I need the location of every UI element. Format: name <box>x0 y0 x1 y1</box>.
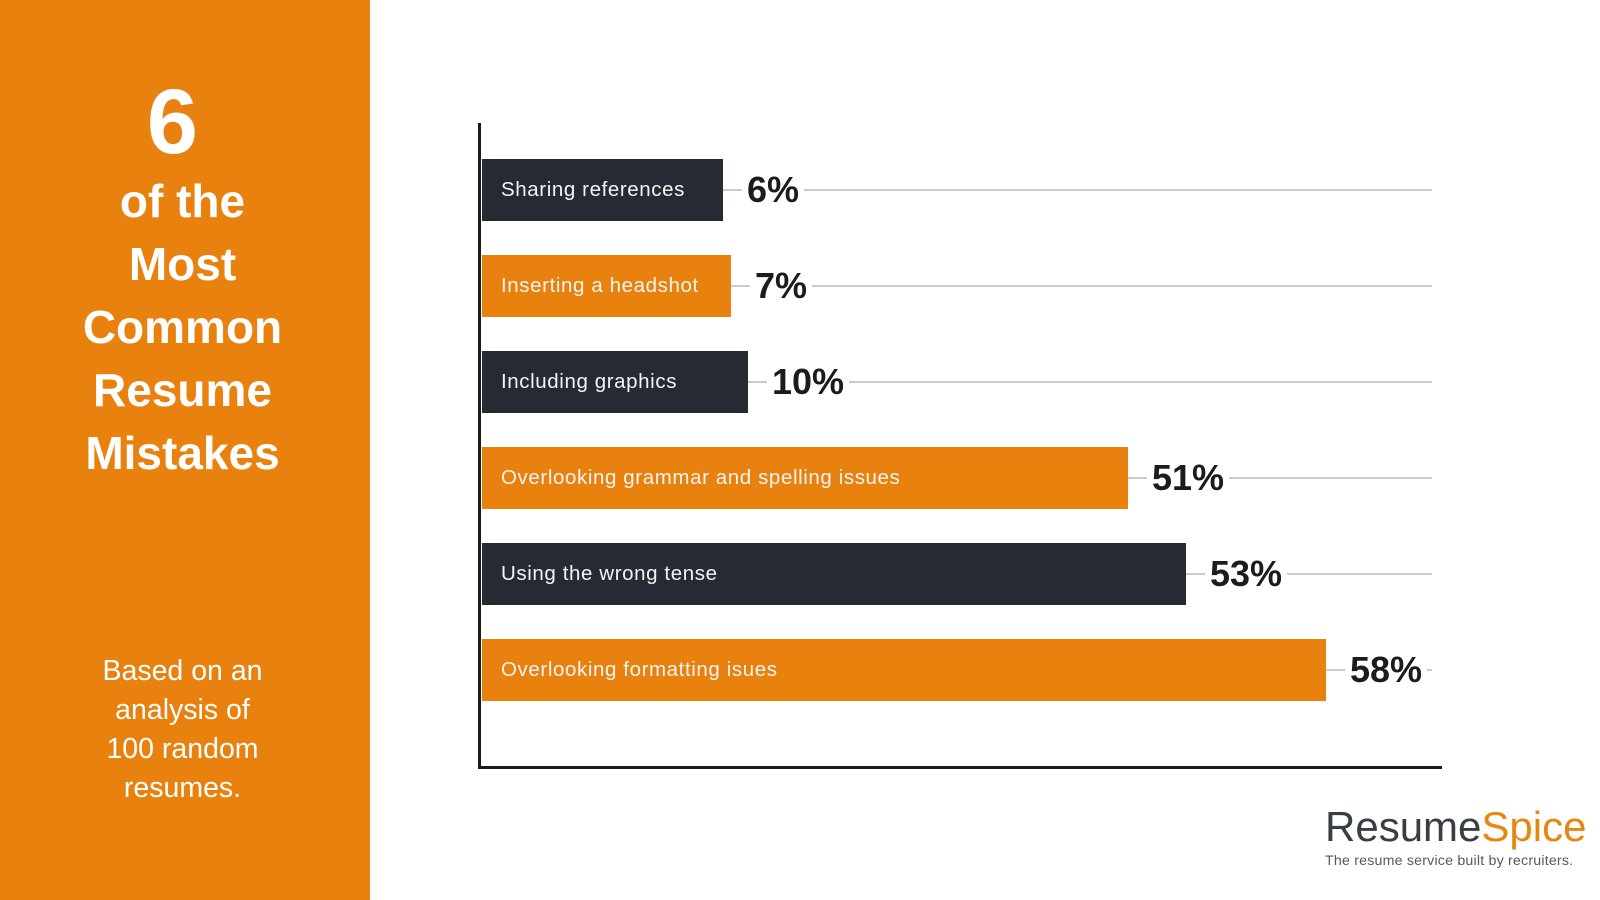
bar-category-label: Using the wrong tense <box>501 562 718 585</box>
y-axis-line <box>478 123 481 769</box>
sidebar-big-number: 6 <box>146 71 199 173</box>
bar-category-label: Sharing references <box>501 178 686 201</box>
gridline <box>482 381 1432 383</box>
x-axis-line <box>478 766 1442 769</box>
bar-value-label: 51% <box>1147 447 1230 509</box>
brand-logo: ResumeSpice The resume service built by … <box>1325 806 1586 870</box>
chart-bar: Overlooking formatting isues <box>482 639 1326 701</box>
brand-tagline: The resume service built by recruiters. <box>1325 853 1574 869</box>
brand-wordmark-orange: Spice <box>1481 803 1587 850</box>
chart-bar: Overlooking grammar and spelling issues <box>482 447 1128 509</box>
chart-bar: Inserting a headshot <box>482 255 731 317</box>
bar-category-label: Including graphics <box>501 370 678 393</box>
bar-category-label: Overlooking formatting isues <box>501 658 778 681</box>
gridline <box>482 285 1432 287</box>
bar-value-label: 6% <box>742 159 805 221</box>
chart-bar: Sharing references <box>482 159 723 221</box>
bar-value-label: 58% <box>1345 639 1428 701</box>
bar-category-label: Inserting a headshot <box>501 274 699 297</box>
brand-wordmark: ResumeSpice <box>1325 806 1586 848</box>
chart-bar: Using the wrong tense <box>482 543 1186 605</box>
gridline <box>482 189 1432 191</box>
sidebar: 6 of the Most Common Resume Mistakes Bas… <box>0 0 370 900</box>
bar-value-label: 53% <box>1205 543 1288 605</box>
chart-bar: Including graphics <box>482 351 748 413</box>
brand-wordmark-dark: Resume <box>1325 803 1482 850</box>
bar-value-label: 7% <box>750 255 813 317</box>
bar-value-label: 10% <box>767 351 850 413</box>
sidebar-title: of the Most Common Resume Mistakes <box>82 175 283 479</box>
bar-category-label: Overlooking grammar and spelling issues <box>501 466 901 489</box>
sidebar-subtitle: Based on an analysis of 100 random resum… <box>102 655 263 804</box>
